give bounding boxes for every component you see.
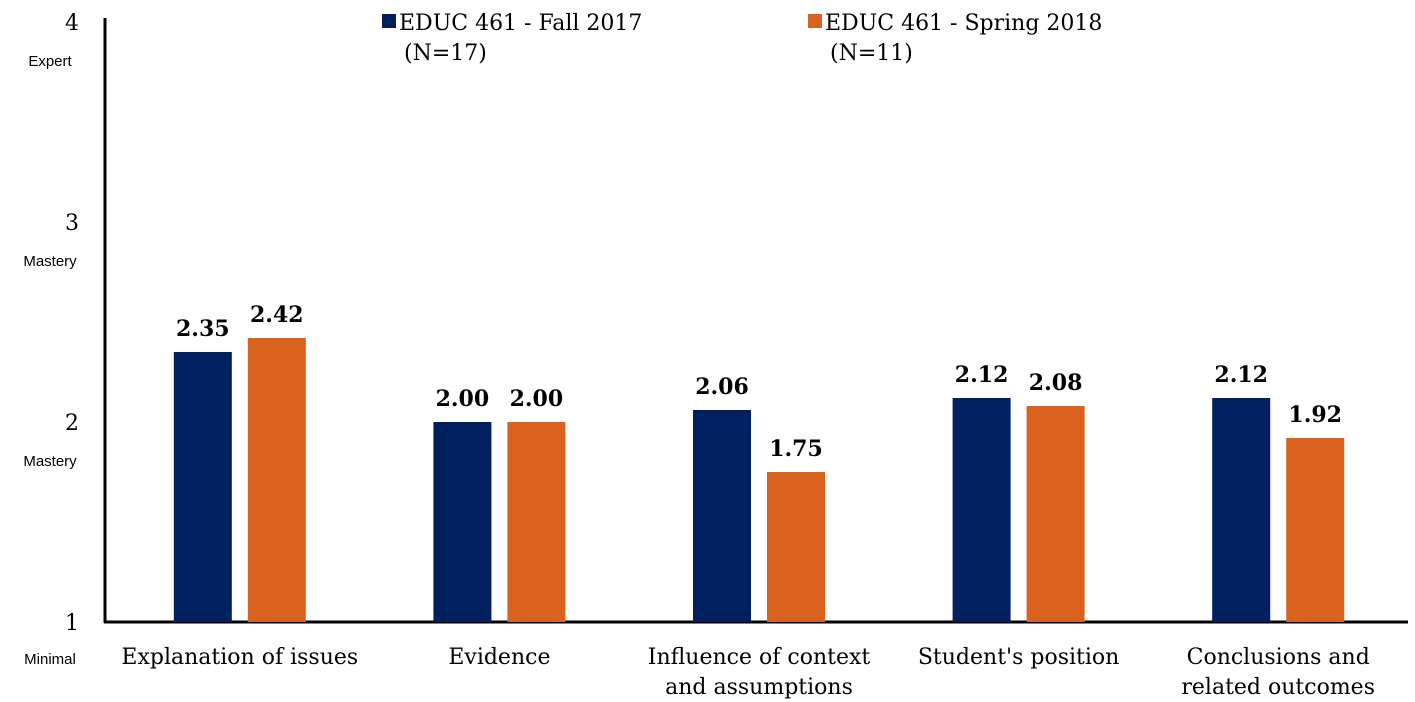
bar-fall-2017 bbox=[173, 352, 232, 622]
bar-spring-2018 bbox=[507, 422, 566, 622]
x-tick-label: Influence of context and assumptions bbox=[648, 645, 871, 700]
data-label: 2.12 bbox=[1214, 362, 1268, 388]
data-label: 1.92 bbox=[1288, 402, 1342, 428]
data-label: 2.08 bbox=[1029, 370, 1083, 396]
x-tick-label: Evidence bbox=[448, 645, 550, 670]
legend-entry: EDUC 461 - Fall 2017 (N=17) bbox=[399, 11, 642, 66]
bar-fall-2017 bbox=[433, 422, 492, 622]
bars bbox=[173, 338, 1345, 622]
y-tick-label: 1 bbox=[65, 611, 79, 636]
data-label: 2.12 bbox=[955, 362, 1009, 388]
bar-spring-2018 bbox=[767, 472, 825, 622]
legend-swatch bbox=[382, 14, 396, 28]
value-labels: 2.35 2.42 2.00 2.00 2.06 1.75 2.12 2.08 2.12 1.92 bbox=[176, 302, 1342, 462]
x-tick-label: Conclusions and related outcomes bbox=[1181, 645, 1375, 700]
data-label: 2.00 bbox=[436, 386, 490, 412]
data-label: 2.06 bbox=[695, 374, 749, 400]
x-tick-label: Explanation of issues bbox=[121, 645, 358, 670]
legend: EDUC 461 - Fall 2017 (N=17) EDUC 461 - Spr… bbox=[382, 11, 1102, 66]
y-tick-sublabel: Mastery bbox=[23, 253, 77, 270]
data-label: 2.42 bbox=[250, 302, 304, 328]
y-tick-sublabel: Minimal bbox=[24, 651, 76, 668]
data-label: 2.35 bbox=[176, 316, 230, 342]
data-label: 2.00 bbox=[510, 386, 564, 412]
x-axis-labels: Explanation of issues Evidence Influence o… bbox=[121, 645, 1375, 700]
x-tick-label: Student's position bbox=[918, 645, 1119, 670]
bar-fall-2017 bbox=[952, 398, 1011, 622]
bar-spring-2018 bbox=[247, 338, 306, 622]
y-tick-label: 3 bbox=[65, 211, 79, 236]
legend-entry: EDUC 461 - Spring 2018 (N=11) bbox=[825, 11, 1102, 66]
y-axis: 1 Minimal 2 Mastery 3 Mastery 4 Expert bbox=[23, 11, 1408, 668]
bar-spring-2018 bbox=[1026, 406, 1085, 622]
y-tick-sublabel: Expert bbox=[28, 53, 72, 70]
bar-fall-2017 bbox=[693, 410, 751, 622]
bar-spring-2018 bbox=[1286, 438, 1345, 622]
data-label: 1.75 bbox=[769, 436, 823, 462]
y-tick-label: 2 bbox=[65, 411, 79, 436]
bar-fall-2017 bbox=[1212, 398, 1271, 622]
y-tick-label: 4 bbox=[65, 11, 79, 36]
y-tick-sublabel: Mastery bbox=[23, 453, 77, 470]
legend-swatch bbox=[808, 14, 822, 28]
